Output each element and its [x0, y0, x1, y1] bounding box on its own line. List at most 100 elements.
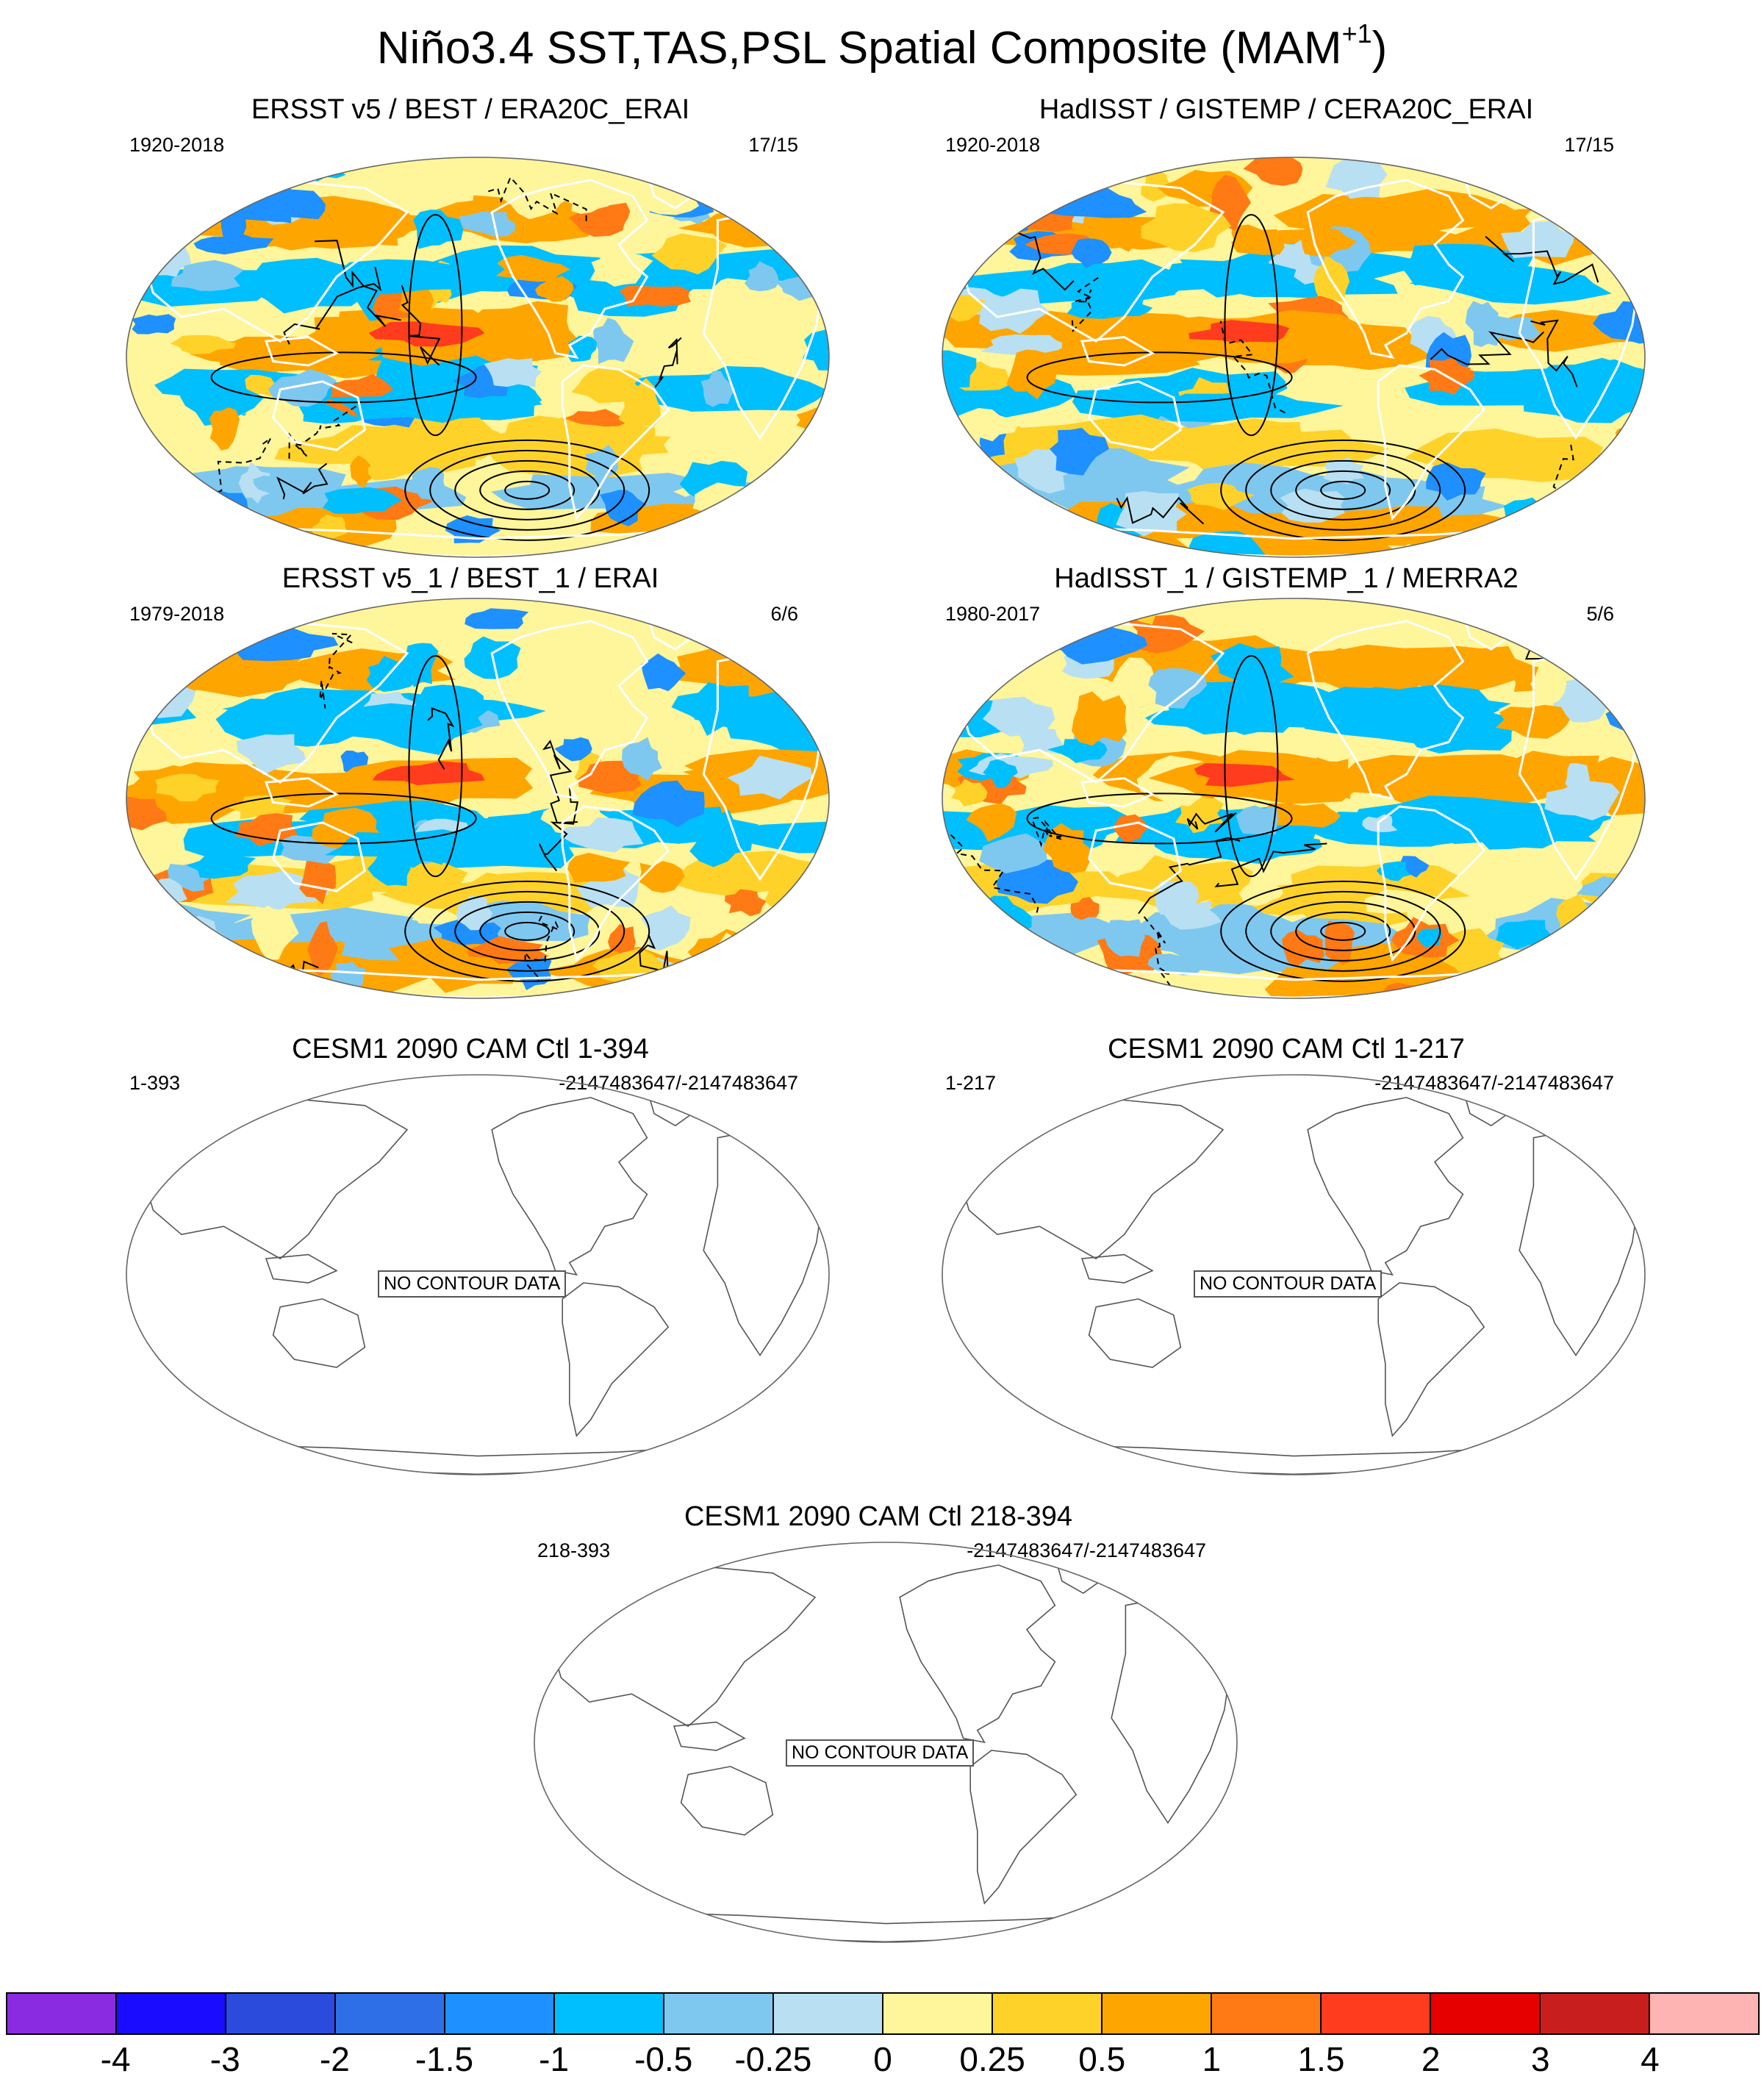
coastline-maritime	[264, 336, 340, 367]
map-border	[126, 598, 830, 999]
coastline-north-america	[899, 1564, 1056, 1744]
map-anomaly-patch	[1362, 814, 1398, 832]
map-anomaly-patch	[571, 367, 648, 404]
panel-3-count: 6/6	[770, 603, 798, 625]
panel-6-period: 1-217	[945, 1072, 997, 1094]
map-anomaly-region	[1542, 953, 1645, 998]
psl-contour	[1071, 276, 1099, 333]
map-anomaly-patch	[589, 253, 653, 287]
map-anomaly-region	[1456, 966, 1645, 998]
map-anomaly-patch	[1113, 814, 1148, 843]
map-anomaly-patch	[1066, 296, 1153, 319]
map-anomaly-patch	[1148, 668, 1208, 709]
map-anomaly-patch	[1546, 598, 1613, 648]
map-anomaly-patch	[522, 631, 566, 672]
map-anomaly-patch	[979, 288, 1050, 334]
map-anomaly-patch	[966, 803, 1017, 842]
panel-4-title: HadISST_1 / GISTEMP_1 / MERRA2	[1054, 563, 1519, 594]
map-anomaly-patch	[236, 734, 307, 776]
colorbar-box-15	[1650, 1994, 1758, 2033]
colorbar	[6, 1992, 1760, 2035]
map-anomaly-patch	[1465, 301, 1501, 348]
map-anomaly-patch	[1582, 502, 1645, 528]
psl-contour	[210, 792, 477, 845]
map-border	[942, 157, 1646, 558]
colorbar-tick-label: 1.5	[1297, 2040, 1345, 2078]
map-cool-region	[1142, 260, 1305, 293]
map-anomaly-patch	[413, 210, 464, 249]
panel-6-no-data-label: NO CONTOUR DATA	[1194, 1270, 1383, 1298]
coastline-maritime	[1080, 1253, 1154, 1284]
panel-5-period: 1-393	[129, 1072, 181, 1094]
coastline-north-america	[1307, 1097, 1464, 1276]
map-anomaly-region	[126, 507, 220, 554]
map-anomaly-patch	[459, 211, 515, 237]
map-anomaly-region	[1409, 262, 1612, 305]
map-anomaly-patch	[560, 817, 644, 853]
map-anomaly-region	[741, 487, 829, 525]
map-anomaly-patch	[564, 409, 634, 427]
map-anomaly-patch	[942, 473, 1018, 515]
psl-contour	[1270, 901, 1416, 962]
map-anomaly-patch	[329, 913, 423, 943]
map-anomaly-patch	[1610, 983, 1645, 998]
colorbar-box-8	[883, 1994, 993, 2033]
coastline-greenland	[646, 1084, 705, 1127]
map-cool-region	[325, 386, 517, 423]
map-anomaly-patch	[350, 455, 373, 488]
coastline-australia	[680, 1766, 774, 1836]
map-anomaly-patch	[640, 905, 691, 951]
map-anomaly-patch	[1605, 157, 1645, 174]
map-anomaly-region	[723, 959, 829, 998]
map-anomaly-region	[1196, 419, 1322, 457]
map-cool-region	[1154, 832, 1322, 864]
map-anomaly-patch	[1504, 497, 1552, 543]
colorbar-tick-label: 1	[1202, 2040, 1222, 2078]
map-anomaly-patch	[204, 598, 289, 622]
map-anomaly-patch	[1158, 901, 1222, 930]
map-anomaly-patch	[251, 905, 299, 960]
panel-3-map	[126, 598, 830, 999]
psl-contour	[524, 915, 561, 982]
map-anomaly-region	[952, 967, 1074, 998]
map-anomaly-region	[1532, 965, 1645, 998]
panel-7-period: 218-393	[537, 1539, 611, 1561]
colorbar-tick-label: 2	[1421, 2040, 1441, 2078]
psl-contour	[1220, 880, 1466, 982]
panel-6-count: -2147483647/-2147483647	[1374, 1072, 1614, 1094]
map-anomaly-patch	[1105, 226, 1147, 252]
panel-1-period: 1920-2018	[129, 134, 225, 156]
colorbar-tick-label: -2	[319, 2040, 350, 2078]
map-anomaly-patch	[1299, 227, 1357, 257]
coastline-south-america	[969, 1750, 1078, 1905]
psl-contour	[408, 655, 463, 878]
colorbar-tick-label: -0.5	[634, 2040, 693, 2078]
panel-2-period: 1920-2018	[945, 134, 1041, 156]
psl-contour	[404, 439, 650, 541]
psl-contour	[639, 934, 670, 983]
map-anomaly-patch	[1596, 492, 1645, 540]
figure-title-close: )	[1372, 23, 1388, 74]
map-anomaly-region	[723, 821, 829, 854]
map-anomaly-patch	[942, 201, 981, 219]
map-anomaly-patch	[1071, 238, 1112, 268]
map-anomaly-patch	[170, 334, 237, 355]
map-anomaly-patch	[132, 314, 176, 334]
psl-contour	[1245, 449, 1441, 531]
panel-1-map	[126, 157, 830, 558]
map-anomaly-patch	[1111, 657, 1159, 712]
panel-3-title: ERSST v5_1 / BEST_1 / ERAI	[282, 563, 659, 594]
map-anomaly-region	[274, 425, 467, 469]
psl-contour	[404, 880, 650, 982]
map-anomaly-patch	[600, 490, 647, 526]
map-anomaly-patch	[1141, 203, 1232, 252]
map-anomaly-patch	[1544, 781, 1620, 820]
panel-7-map	[534, 1542, 1238, 1943]
panel-4-count: 5/6	[1586, 603, 1614, 625]
colorbar-tick-label: -0.25	[734, 2040, 812, 2078]
map-anomaly-region	[685, 527, 829, 557]
psl-contour	[1116, 495, 1205, 525]
colorbar-tick-label: 4	[1641, 2040, 1660, 2078]
psl-contour	[429, 890, 625, 972]
map-anomaly-patch	[307, 921, 338, 976]
